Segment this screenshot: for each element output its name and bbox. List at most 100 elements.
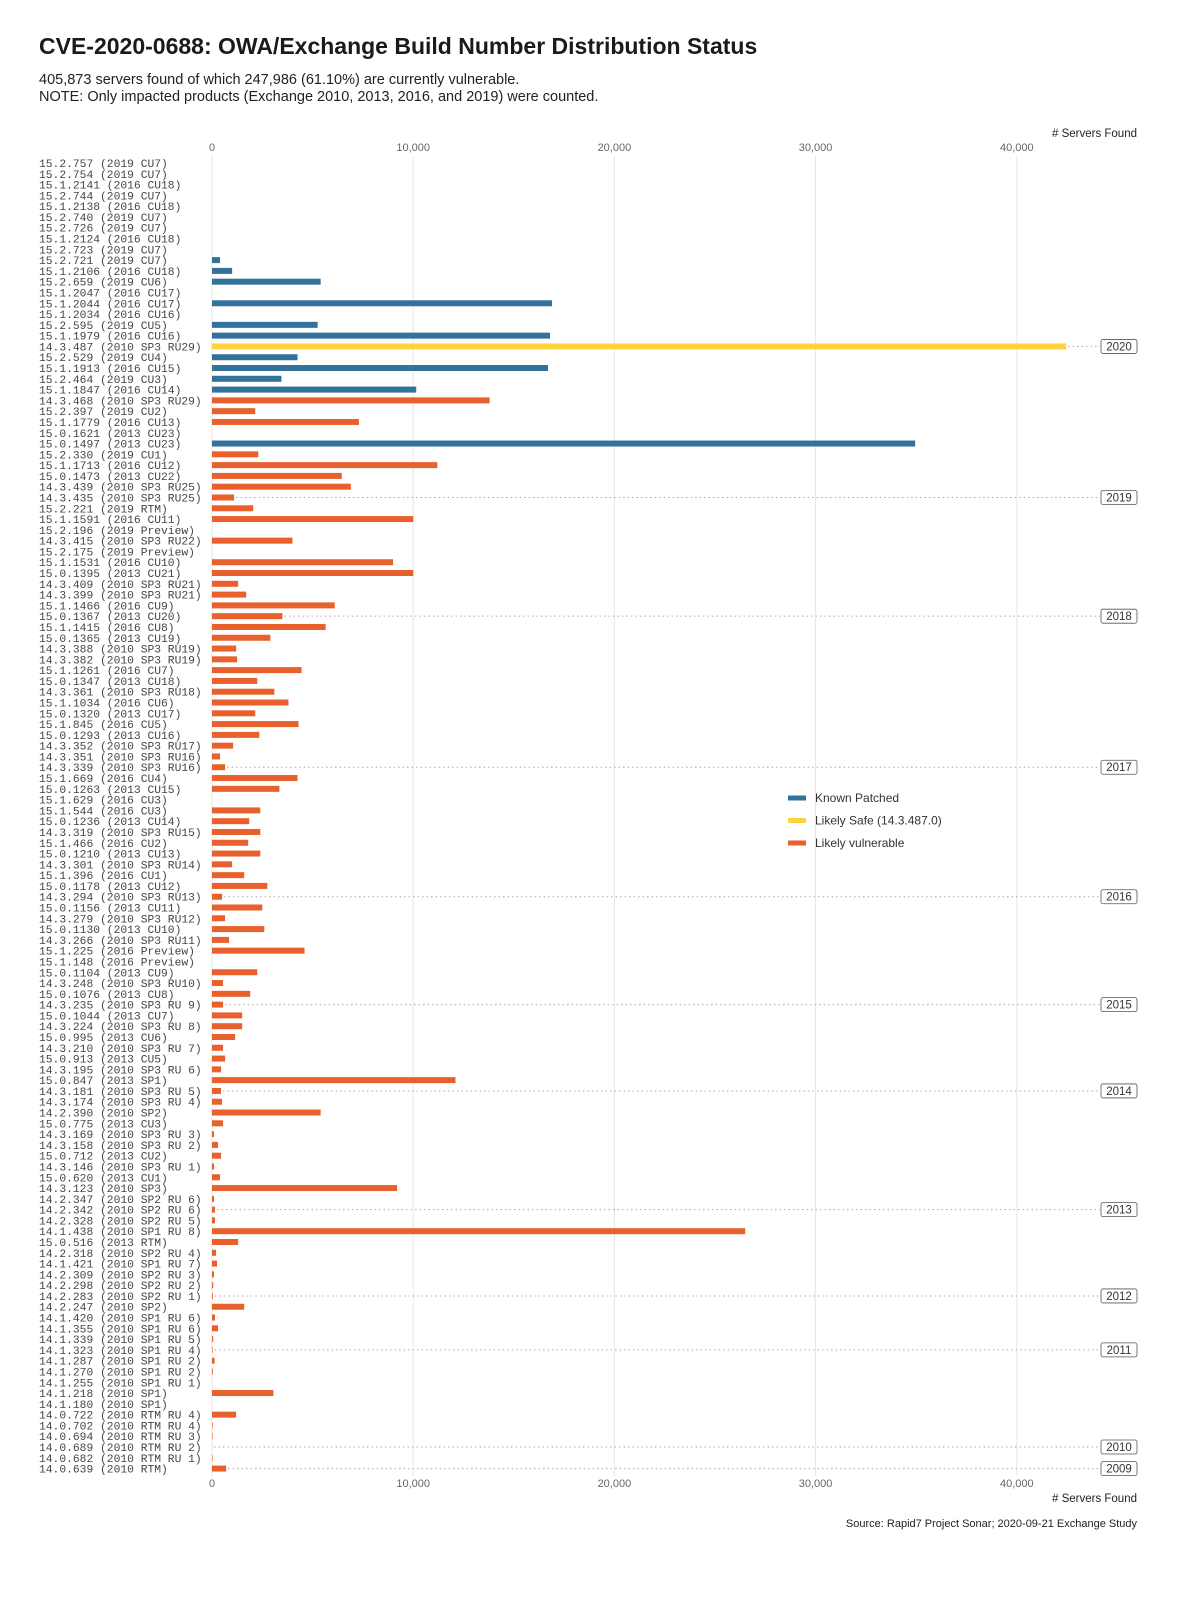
year-marker-box [1100,759,1138,775]
bar-vuln [212,1357,215,1364]
year-marker-label: 2010 [1106,1442,1132,1454]
year-marker-label: 2017 [1106,762,1132,774]
bar-patched [212,321,318,328]
category-label: 14.3.181 (2010 SP3 RU 5) [39,1087,202,1099]
bar-vuln [212,408,256,415]
bar-vuln [212,1239,239,1245]
category-label: 14.3.248 (2010 SP3 RU10) [39,979,202,991]
bar-vuln [212,699,289,706]
category-label: 14.3.224 (2010 SP3 RU 8) [39,1022,202,1034]
category-label: 14.1.339 (2010 SP1 RU 5) [39,1335,202,1347]
bar-vuln [212,753,221,760]
bar-vuln [212,1001,224,1008]
x-tick-label-top: 20,000 [598,142,632,154]
bar-vuln [212,969,258,976]
bar-vuln [212,1249,217,1256]
bar-vuln [212,1260,218,1267]
year-marker-label: 2019 [1106,492,1132,504]
year-marker-label: 2020 [1106,341,1132,353]
bar-vuln [212,926,265,933]
bar-patched [212,440,916,447]
x-tick-label-top: 10,000 [396,142,430,154]
category-label: 15.2.175 (2019 Preview) [39,547,195,559]
bar-vuln [212,1098,223,1105]
bar-vuln [212,807,261,814]
bar-vuln [212,656,238,663]
category-label: 15.0.1210 (2013 CU13) [39,850,181,862]
category-label: 14.2.283 (2010 SP2 RU 1) [39,1292,202,1304]
bar-vuln [212,494,235,501]
category-label: 14.2.318 (2010 SP2 RU 4) [39,1249,202,1261]
category-label: 14.3.409 (2010 SP3 RU21) [39,580,202,592]
category-label: 14.3.361 (2010 SP3 RU18) [39,688,202,700]
category-label: 15.0.1178 (2013 CU12) [39,882,181,894]
category-label: 14.3.294 (2010 SP3 RU13) [39,893,202,905]
year-marker-box [1100,1083,1138,1099]
x-tick-label-bottom: 40,000 [1000,1478,1034,1490]
bar-vuln [212,850,261,857]
category-label: 15.1.1415 (2016 CU8) [39,623,175,635]
bar-vuln [212,1131,215,1138]
bar-vuln [212,516,414,523]
category-label: 15.0.847 (2013 SP1) [39,1076,168,1088]
year-marker-box [1100,1461,1138,1476]
category-label: 15.0.1076 (2013 CU8) [39,990,175,1002]
bar-vuln [212,818,250,825]
category-label: 14.1.421 (2010 SP1 RU 7) [39,1260,202,1272]
x-tick-label-top: 40,000 [1000,142,1034,154]
category-label: 15.2.740 (2019 CU7) [39,213,168,225]
category-label: 14.2.347 (2010 SP2 RU 6) [39,1195,202,1207]
category-label: 15.2.754 (2019 CU7) [39,170,168,182]
bar-vuln [212,1109,321,1116]
category-label: 14.3.158 (2010 SP3 RU 2) [39,1141,202,1153]
category-label: 14.0.694 (2010 RTM RU 3) [39,1432,202,1444]
category-label: 15.1.845 (2016 CU5) [39,720,168,732]
category-label: 14.1.323 (2010 SP1 RU 4) [39,1346,202,1358]
year-marker-box [1100,1288,1138,1304]
bar-vuln [212,1066,222,1073]
category-label: 15.1.2034 (2016 CU16) [39,310,181,322]
bar-vuln [212,904,263,911]
bar-vuln [212,1314,216,1321]
category-label: 15.1.629 (2016 CU3) [39,796,168,808]
category-label: 15.2.659 (2019 CU6) [39,278,168,290]
category-label: 15.1.2044 (2016 CU17) [39,299,181,311]
category-label: 15.0.1156 (2013 CU11) [39,904,181,916]
category-label: 14.3.468 (2010 SP3 RU29) [39,396,202,408]
chart-subtitle-note: NOTE: Only impacted products (Exchange 2… [39,89,599,105]
legend-label-vuln: Likely vulnerable [815,836,905,850]
category-label: 14.2.247 (2010 SP2) [39,1303,168,1315]
bar-vuln [212,1033,236,1040]
category-label: 15.1.1261 (2016 CU7) [39,666,175,678]
category-label: 15.1.1713 (2016 CU12) [39,461,181,473]
category-label: 14.1.287 (2010 SP1 RU 2) [39,1357,202,1369]
bar-vuln [212,1282,214,1289]
category-label: 15.0.1293 (2013 CU16) [39,731,181,743]
bar-patched [212,354,298,361]
category-label: 14.3.301 (2010 SP3 RU14) [39,860,202,872]
category-label: 15.0.1263 (2013 CU15) [39,785,181,797]
category-label: 14.2.328 (2010 SP2 RU 5) [39,1216,202,1228]
category-label: 15.0.1473 (2013 CU22) [39,472,181,484]
bar-vuln [212,1217,216,1224]
category-label: 15.2.397 (2019 CU2) [39,407,168,419]
bar-safe [212,343,1067,350]
bar-vuln [212,1023,243,1030]
bar-vuln [212,1174,221,1181]
bar-vuln [212,915,226,922]
bar-vuln [212,828,261,835]
category-label: 15.2.196 (2019 Preview) [39,526,195,538]
bar-vuln [212,580,239,587]
bar-vuln [212,775,298,782]
bar-patched [212,278,321,285]
bar-patched [212,375,282,382]
category-label: 15.0.775 (2013 CU3) [39,1119,168,1131]
category-label: 15.1.1466 (2016 CU9) [39,601,175,613]
bar-vuln [212,505,254,512]
category-label: 14.3.319 (2010 SP3 RU15) [39,828,202,840]
category-label: 14.3.266 (2010 SP3 RU11) [39,936,202,948]
category-label: 14.1.420 (2010 SP1 RU 6) [39,1314,202,1326]
bar-patched [212,300,553,307]
x-tick-label-bottom: 30,000 [799,1478,833,1490]
bar-vuln [212,397,490,404]
